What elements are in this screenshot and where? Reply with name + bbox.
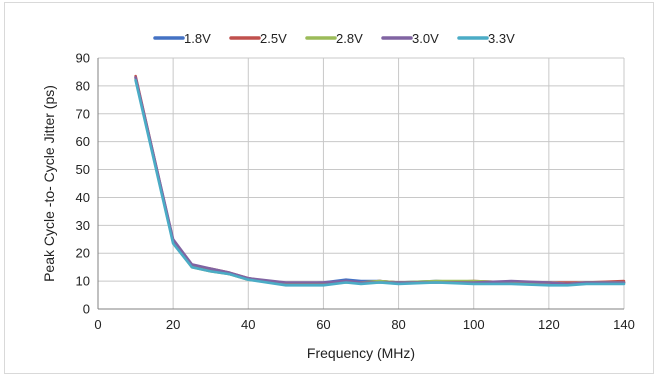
y-tick-label: 10 — [76, 274, 90, 289]
axes: 0 10 20 30 40 50 60 70 80 90 0 20 40 60 80 100 120 140 — [76, 51, 635, 333]
legend: 1.8V 2.5V 2.8V 3.0V 3.3V — [153, 31, 515, 46]
y-tick-label: 70 — [76, 106, 90, 121]
legend-label: 2.5V — [260, 31, 287, 46]
legend-label: 3.3V — [488, 31, 515, 46]
y-tick-label: 0 — [83, 302, 90, 317]
x-tick-label: 20 — [166, 317, 180, 332]
y-tick-label: 90 — [76, 51, 90, 66]
x-tick-label: 40 — [241, 317, 255, 332]
x-tick-label: 120 — [538, 317, 560, 332]
y-tick-label: 30 — [76, 218, 90, 233]
x-axis-title: Frequency (MHz) — [307, 345, 415, 361]
chart-frame — [4, 2, 654, 374]
grid-lines — [97, 57, 625, 310]
x-tick-label: 100 — [463, 317, 485, 332]
legend-label: 2.8V — [336, 31, 363, 46]
x-tick-label: 60 — [316, 317, 330, 332]
y-axis-title: Peak Cycle -to- Cycle Jitter (ps) — [41, 85, 57, 282]
x-tick-label: 0 — [94, 317, 101, 332]
y-tick-label: 50 — [76, 162, 90, 177]
legend-label: 1.8V — [184, 31, 211, 46]
x-tick-label: 80 — [391, 317, 405, 332]
y-tick-label: 40 — [76, 190, 90, 205]
series-lines — [134, 74, 626, 287]
y-tick-label: 60 — [76, 134, 90, 149]
legend-label: 3.0V — [412, 31, 439, 46]
x-tick-label: 140 — [613, 317, 635, 332]
y-tick-label: 20 — [76, 246, 90, 261]
y-tick-label: 80 — [76, 78, 90, 93]
series-line-3-3v — [134, 79, 626, 287]
series-line-3-0v — [134, 76, 626, 286]
